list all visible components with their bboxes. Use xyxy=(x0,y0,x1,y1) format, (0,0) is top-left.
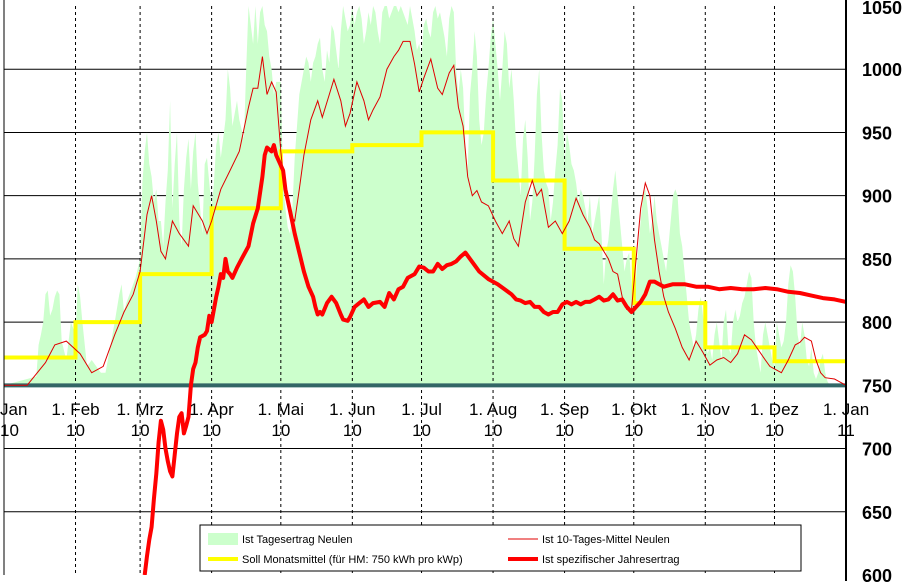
right-tick-1000: 1000 xyxy=(862,60,902,80)
x-tick-year-5: 10 xyxy=(343,421,362,440)
target-monthly-mean-line xyxy=(4,130,846,364)
legend-label-3: Ist spezifischer Jahresertrag xyxy=(542,554,680,566)
ten-day-mean-line xyxy=(4,40,847,386)
x-tick-month-11: 1. Dez xyxy=(750,400,799,419)
x-tick-year-8: 10 xyxy=(555,421,574,440)
x-tick-year-6: 10 xyxy=(412,421,431,440)
right-tick-900: 900 xyxy=(862,187,892,207)
specific-annual-yield-layer xyxy=(142,143,846,575)
x-tick-year-4: 10 xyxy=(271,421,290,440)
legend-swatch-0 xyxy=(208,533,238,545)
x-tick-year-11: 10 xyxy=(765,421,784,440)
x-tick-month-3: 1. Apr xyxy=(189,400,234,419)
x-tick-year-10: 10 xyxy=(696,421,715,440)
right-tick-800: 800 xyxy=(862,313,892,333)
x-tick-month-1: 1. Feb xyxy=(51,400,99,419)
right-axis-ticks: 600 650 700 750 800 850 900 950 1000 1050 xyxy=(862,0,902,584)
ten-day-mean-layer xyxy=(4,40,847,386)
legend-box xyxy=(199,524,802,572)
x-tick-year-12: 11 xyxy=(837,421,855,440)
specific-annual-yield-line xyxy=(142,143,846,575)
x-tick-year-2: 10 xyxy=(131,421,150,440)
x-tick-year-3: 10 xyxy=(202,421,221,440)
x-tick-month-12: 1. Jan xyxy=(823,400,869,419)
x-tick-month-7: 1. Aug xyxy=(469,400,517,419)
x-tick-year-7: 10 xyxy=(484,421,503,440)
x-tick-month-2: 1. Mrz xyxy=(116,400,163,419)
x-tick-month-10: 1. Nov xyxy=(681,400,731,419)
x-tick-year-0: 10 xyxy=(0,421,19,440)
x-tick-month-5: 1. Jun xyxy=(329,400,375,419)
right-tick-850: 850 xyxy=(862,250,892,270)
x-axis-ticks: Jan 10 1. Feb 10 1. Mrz 10 1. Apr 10 1. Mai 10 1. … xyxy=(0,400,869,440)
x-tick-month-6: 1. Jul xyxy=(401,400,442,419)
legend: Ist Tagesertrag Neulen Ist 10-Tages-Mitte… xyxy=(199,524,802,572)
target-monthly-mean-layer xyxy=(4,130,846,364)
legend-label-0: Ist Tagesertrag Neulen xyxy=(242,534,352,546)
right-tick-600: 600 xyxy=(862,566,892,584)
x-tick-month-9: 1. Okt xyxy=(611,400,657,419)
x-tick-month-0: Jan xyxy=(0,400,27,419)
right-tick-1050: 1050 xyxy=(862,0,902,18)
x-tick-month-4: 1. Mai xyxy=(258,400,304,419)
x-tick-year-1: 10 xyxy=(66,421,85,440)
right-tick-700: 700 xyxy=(862,440,892,460)
right-tick-950: 950 xyxy=(862,123,892,143)
right-tick-650: 650 xyxy=(862,503,892,523)
legend-label-2: Soll Monatsmittel (für HM: 750 kWh pro k… xyxy=(242,554,463,566)
x-tick-month-8: 1. Sep xyxy=(540,400,589,419)
plot-frame xyxy=(3,0,847,581)
right-tick-750: 750 xyxy=(862,376,892,396)
legend-label-1: Ist 10-Tages-Mittel Neulen xyxy=(542,534,670,546)
x-tick-year-9: 10 xyxy=(624,421,643,440)
